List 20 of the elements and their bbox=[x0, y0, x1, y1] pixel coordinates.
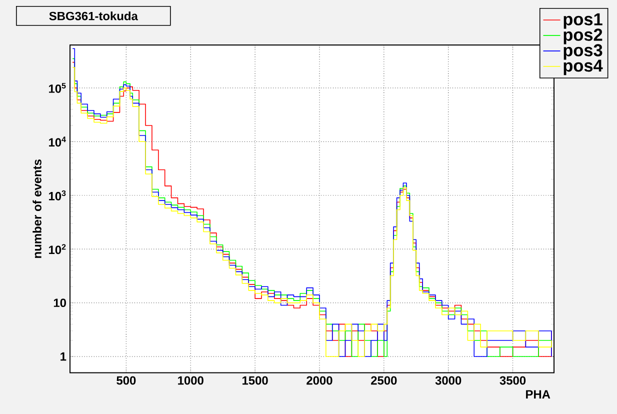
y-tick-label: 10 bbox=[54, 298, 66, 308]
x-tick-label: 2500 bbox=[371, 376, 397, 385]
x-tick-label: 1000 bbox=[178, 376, 204, 385]
legend-label: pos3 bbox=[564, 44, 602, 60]
legend-label: pos4 bbox=[564, 60, 603, 76]
y-tick-label: 10$^{2}$ bbox=[49, 244, 66, 254]
legend-label: pos2 bbox=[564, 28, 602, 44]
x-tick-label: 3500 bbox=[500, 376, 526, 385]
y-tick-label: 10$^{4}$ bbox=[49, 136, 66, 147]
x-tick-label: 1500 bbox=[242, 376, 268, 385]
x-axis-title: PHA bbox=[526, 390, 550, 398]
x-tick-label: 2000 bbox=[306, 376, 332, 385]
y-tick-label: 1 bbox=[60, 352, 66, 361]
x-tick-label: 500 bbox=[116, 376, 136, 385]
y-axis-title: number of events bbox=[32, 160, 42, 258]
legend-label: pos1 bbox=[564, 13, 602, 29]
y-tick-label: 10$^{3}$ bbox=[49, 190, 66, 200]
y-tick-label: 10$^{5}$ bbox=[49, 82, 66, 93]
x-tick-label: 3000 bbox=[435, 376, 462, 385]
chart-title: SBG361-tokuda bbox=[49, 12, 138, 20]
